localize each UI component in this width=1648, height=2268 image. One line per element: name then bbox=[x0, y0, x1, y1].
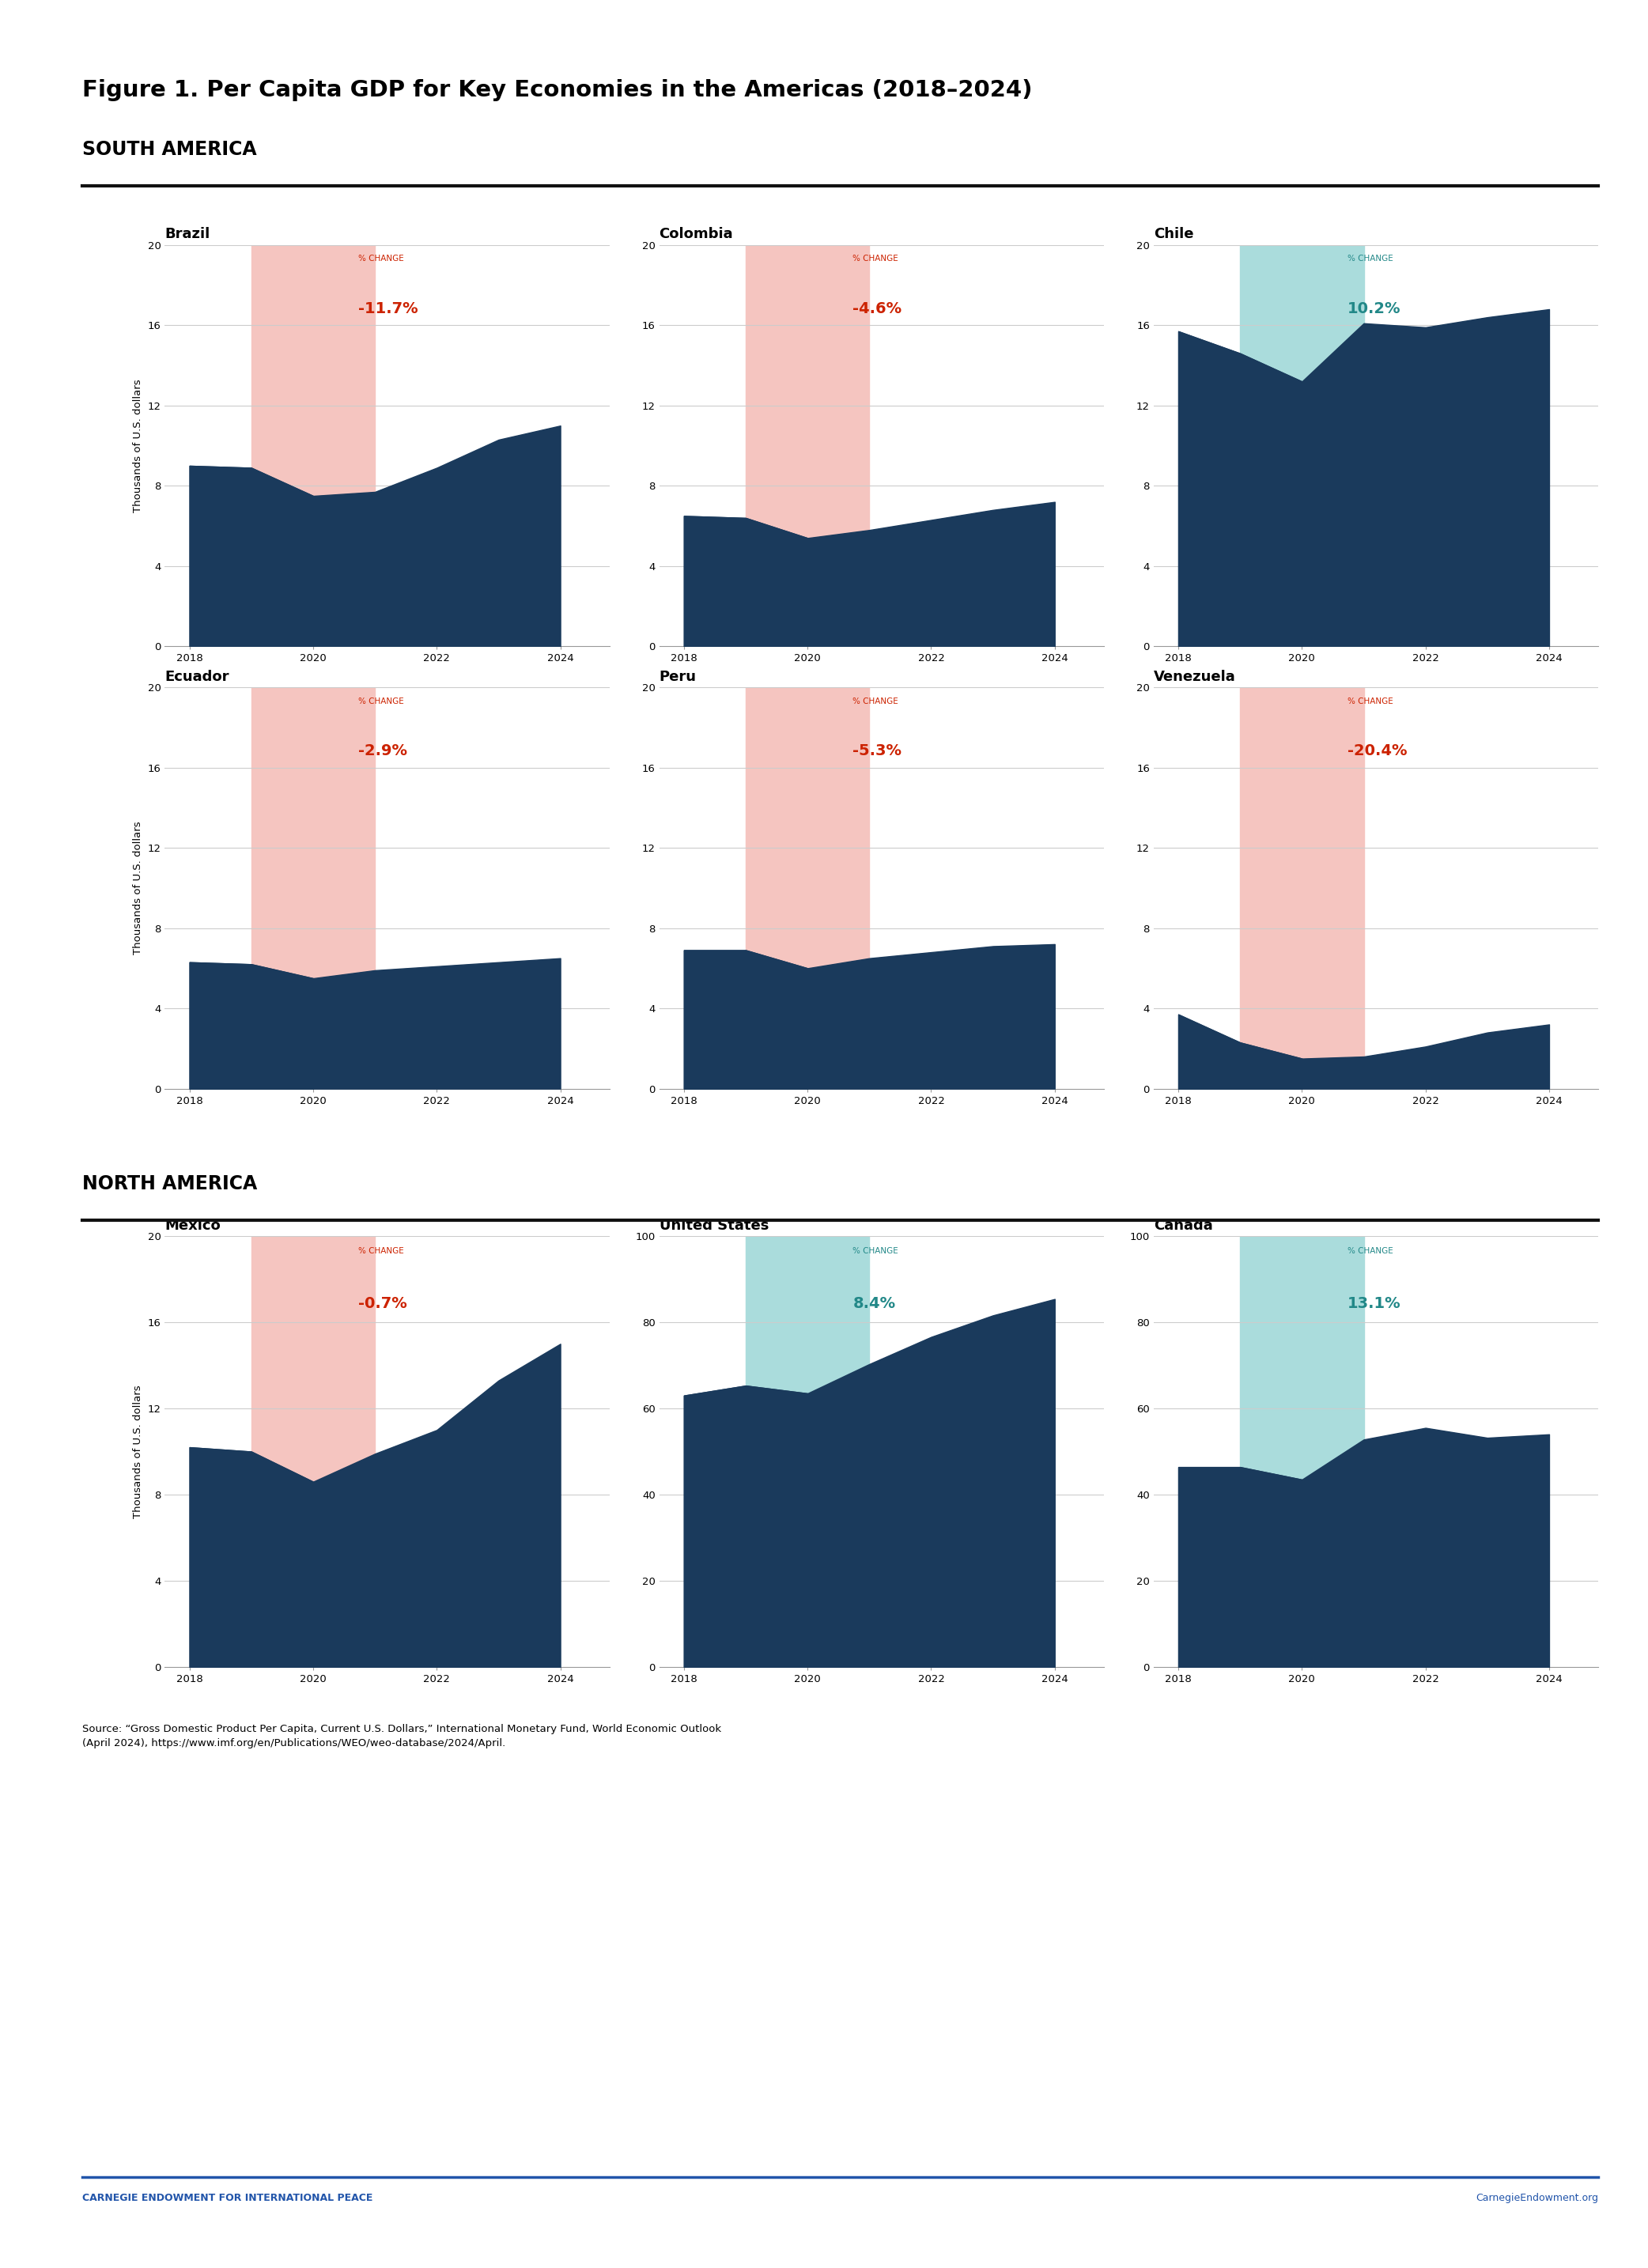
Text: Ecuador: Ecuador bbox=[165, 669, 229, 683]
Y-axis label: Thousands of U.S. dollars: Thousands of U.S. dollars bbox=[133, 821, 143, 955]
Text: Brazil: Brazil bbox=[165, 227, 209, 240]
Text: % CHANGE: % CHANGE bbox=[852, 696, 898, 705]
Y-axis label: Thousands of U.S. dollars: Thousands of U.S. dollars bbox=[133, 379, 143, 513]
Text: Peru: Peru bbox=[659, 669, 697, 683]
Text: % CHANGE: % CHANGE bbox=[1346, 696, 1393, 705]
Bar bbox=[1241, 687, 1365, 1089]
Bar bbox=[252, 687, 376, 1089]
Text: % CHANGE: % CHANGE bbox=[358, 1247, 404, 1254]
Text: Chile: Chile bbox=[1154, 227, 1193, 240]
Text: Venezuela: Venezuela bbox=[1154, 669, 1236, 683]
Text: United States: United States bbox=[659, 1218, 768, 1232]
Text: % CHANGE: % CHANGE bbox=[1346, 1247, 1393, 1254]
Text: 13.1%: 13.1% bbox=[1346, 1297, 1401, 1311]
Text: NORTH AMERICA: NORTH AMERICA bbox=[82, 1175, 257, 1193]
Text: % CHANGE: % CHANGE bbox=[1346, 254, 1393, 263]
Text: CARNEGIE ENDOWMENT FOR INTERNATIONAL PEACE: CARNEGIE ENDOWMENT FOR INTERNATIONAL PEA… bbox=[82, 2193, 372, 2204]
Text: % CHANGE: % CHANGE bbox=[358, 696, 404, 705]
Text: Figure 1. Per Capita GDP for Key Economies in the Americas (2018–2024): Figure 1. Per Capita GDP for Key Economi… bbox=[82, 79, 1033, 102]
Bar bbox=[1241, 245, 1365, 646]
Text: % CHANGE: % CHANGE bbox=[358, 254, 404, 263]
Text: CarnegieEndowment.org: CarnegieEndowment.org bbox=[1477, 2193, 1599, 2204]
Text: 10.2%: 10.2% bbox=[1346, 302, 1401, 315]
Bar bbox=[1241, 1236, 1365, 1667]
Text: Canada: Canada bbox=[1154, 1218, 1213, 1232]
Text: -4.6%: -4.6% bbox=[852, 302, 901, 315]
Y-axis label: Thousands of U.S. dollars: Thousands of U.S. dollars bbox=[133, 1386, 143, 1517]
Text: % CHANGE: % CHANGE bbox=[852, 1247, 898, 1254]
Text: SOUTH AMERICA: SOUTH AMERICA bbox=[82, 141, 257, 159]
Bar bbox=[747, 245, 870, 646]
Text: -2.9%: -2.9% bbox=[358, 744, 407, 758]
Text: 8.4%: 8.4% bbox=[852, 1297, 895, 1311]
Bar bbox=[747, 687, 870, 1089]
Text: % CHANGE: % CHANGE bbox=[852, 254, 898, 263]
Bar bbox=[252, 1236, 376, 1667]
Text: -0.7%: -0.7% bbox=[358, 1297, 407, 1311]
Text: Source: “Gross Domestic Product Per Capita, Current U.S. Dollars,” International: Source: “Gross Domestic Product Per Capi… bbox=[82, 1724, 722, 1749]
Text: -20.4%: -20.4% bbox=[1346, 744, 1407, 758]
Text: -5.3%: -5.3% bbox=[852, 744, 901, 758]
Text: Colombia: Colombia bbox=[659, 227, 733, 240]
Bar bbox=[252, 245, 376, 646]
Text: Mexico: Mexico bbox=[165, 1218, 221, 1232]
Bar bbox=[747, 1236, 870, 1667]
Text: -11.7%: -11.7% bbox=[358, 302, 419, 315]
